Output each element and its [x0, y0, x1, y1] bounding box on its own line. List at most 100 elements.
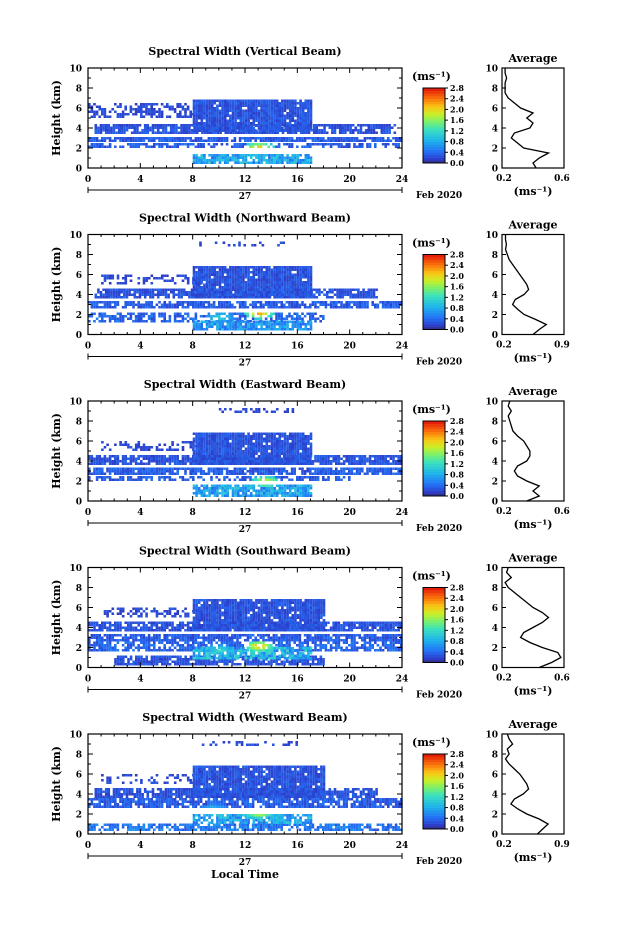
heatmap-cell [244, 442, 248, 445]
heatmap-cell [262, 470, 265, 473]
heatmap-cell [192, 122, 196, 125]
heatmap-cell [176, 143, 179, 146]
heatmap-cell [286, 452, 289, 455]
heatmap-cell [205, 276, 209, 279]
heatmap-cell [106, 457, 109, 460]
heatmap-cell [307, 320, 310, 323]
heatmap-cell [294, 286, 297, 289]
heatmap-cell [134, 137, 138, 140]
heatmap-cell [234, 271, 237, 274]
heatmap-cell [262, 114, 266, 117]
heatmap-cell [216, 107, 219, 110]
heatmap-cell [111, 301, 114, 304]
heatmap-cell [315, 124, 319, 127]
heatmap-cell [168, 470, 172, 473]
heatmap-cell [331, 124, 334, 127]
heatmap-cell [270, 435, 274, 438]
heatmap-cell [176, 470, 179, 473]
heatmap-cell [208, 286, 211, 289]
heatmap-cell [155, 462, 159, 465]
heatmap-cell [181, 108, 185, 111]
heatmap-cell [351, 124, 355, 127]
heatmap-cell [363, 301, 367, 304]
heatmap-cell [194, 145, 198, 148]
heatmap-cell [309, 137, 312, 140]
heatmap-cell [272, 301, 276, 304]
heatmap-cell [278, 281, 282, 284]
heatmap-cell [275, 303, 278, 306]
heatmap-cell [296, 450, 300, 453]
colorbar-segment [423, 128, 445, 132]
heatmap-cell [314, 467, 317, 470]
heatmap-cell [159, 291, 163, 294]
heatmap-cell [189, 457, 192, 460]
heatmap-cell [232, 131, 235, 134]
heatmap-cell [108, 317, 112, 320]
heatmap-cell [252, 432, 256, 435]
heatmap-cell [213, 455, 217, 458]
heatmap-cell [216, 124, 219, 127]
heatmap-cell [206, 296, 209, 299]
heatmap-cell [261, 244, 265, 247]
heatmap-cell [262, 452, 266, 455]
heatmap-cell [319, 315, 322, 318]
heatmap-cell [121, 478, 125, 481]
heatmap-cell [265, 124, 269, 127]
heatmap-cell [129, 317, 133, 320]
heatmap-cell [379, 301, 382, 304]
heatmap-cell [145, 303, 148, 306]
heatmap-cell [147, 145, 151, 148]
heatmap-cell [304, 156, 308, 159]
heatmap-cell [392, 467, 395, 470]
heatmap-cell [150, 457, 153, 460]
heatmap-cell [242, 460, 245, 463]
heatmap-cell [147, 306, 151, 309]
heatmap-cell [176, 467, 179, 470]
heatmap-cell [304, 291, 308, 294]
heatmap-cell [210, 293, 214, 296]
heatmap-cell [107, 131, 111, 134]
heatmap-cell [327, 460, 330, 463]
heatmap-cell [260, 281, 263, 284]
heatmap-cell [173, 108, 177, 111]
heatmap-cell [309, 288, 313, 291]
heatmap-cell [208, 127, 211, 130]
heatmap-cell [133, 291, 137, 294]
heatmap-cell [111, 108, 114, 111]
heatmap-cell [203, 440, 206, 443]
heatmap-cell [205, 455, 209, 458]
heatmap-cell [337, 460, 341, 463]
heatmap-cell [216, 460, 219, 463]
heatmap-cell [213, 114, 217, 117]
heatmap-cell [247, 452, 250, 455]
heatmap-cell [226, 460, 230, 463]
heatmap-cell [195, 445, 198, 448]
heatmap-cell [138, 124, 142, 127]
heatmap-cell [357, 296, 360, 299]
heatmap-cell [278, 462, 282, 465]
heatmap-cell [268, 129, 272, 132]
heatmap-cell [164, 296, 168, 299]
heatmap-cell [286, 154, 289, 157]
heatmap-cell [322, 315, 325, 318]
heatmap-cell [142, 312, 146, 315]
heatmap-cell [116, 115, 120, 118]
heatmap-cell [97, 129, 100, 132]
heatmap-cell [239, 283, 243, 286]
heatmap-cell [257, 323, 261, 326]
heatmap-cell [134, 446, 138, 449]
heatmap-cell [244, 161, 248, 164]
heatmap-cell [294, 455, 297, 458]
heatmap-cell [255, 119, 258, 122]
heatmap-cell [239, 99, 243, 102]
y-tick-label: 6 [76, 105, 82, 115]
heatmap-cell [283, 317, 286, 320]
heatmap-cell [291, 268, 295, 271]
heatmap-cell [294, 288, 297, 291]
heatmap-cell [221, 159, 224, 162]
heatmap-cell [226, 156, 230, 159]
heatmap-cell [197, 460, 201, 463]
heatmap-cell [226, 442, 230, 445]
heatmap-cell [349, 288, 352, 291]
heatmap-cell [273, 435, 276, 438]
